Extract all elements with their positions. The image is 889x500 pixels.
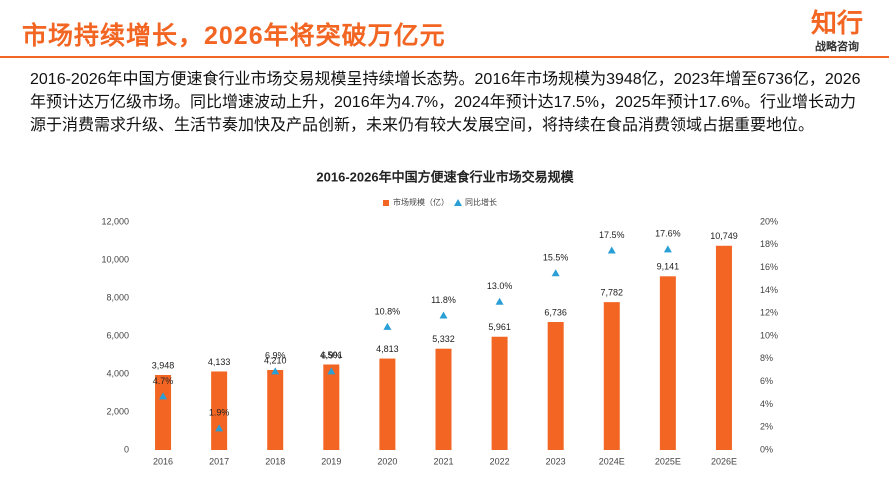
y-tick-label: 2,000 — [106, 406, 129, 416]
growth-value-label: 4.7% — [153, 376, 174, 386]
header-rule — [0, 56, 889, 58]
growth-marker — [159, 392, 168, 400]
bar-value-label: 4,813 — [376, 344, 399, 354]
y2-tick-label: 8% — [760, 353, 773, 363]
growth-marker — [439, 311, 448, 319]
y-tick-label: 0 — [124, 444, 129, 454]
x-tick-label: 2022 — [490, 456, 510, 466]
bar-value-label: 7,782 — [601, 288, 624, 298]
growth-marker — [551, 269, 560, 277]
growth-marker — [383, 322, 392, 330]
bar-value-label: 6,736 — [544, 307, 567, 317]
logo: 知行 战略咨询 — [811, 8, 863, 54]
bar-value-label: 4,501 — [320, 350, 343, 360]
y2-tick-label: 4% — [760, 399, 773, 409]
bar — [155, 374, 172, 450]
bar — [379, 358, 396, 450]
x-tick-label: 2020 — [377, 456, 397, 466]
legend-label: 同比增长 — [465, 197, 497, 207]
growth-value-label: 10.8% — [375, 306, 401, 316]
y2-tick-label: 12% — [760, 308, 778, 318]
growth-marker — [607, 246, 616, 254]
bar — [211, 371, 228, 450]
growth-value-label: 13.0% — [487, 281, 513, 291]
y-tick-label: 8,000 — [106, 292, 129, 302]
bar-value-label: 5,961 — [488, 322, 511, 332]
y2-tick-label: 14% — [760, 285, 778, 295]
slide-title: 市场持续增长，2026年将突破万亿元 — [22, 22, 446, 50]
y2-tick-label: 16% — [760, 262, 778, 272]
bar — [323, 364, 340, 450]
bar — [715, 245, 732, 450]
chart-title: 2016-2026年中国方便速食行业市场交易规模 — [316, 169, 574, 184]
bar — [659, 276, 676, 450]
growth-value-label: 6.9% — [265, 351, 286, 361]
growth-marker — [327, 367, 336, 375]
y2-tick-label: 18% — [760, 239, 778, 249]
bar-value-label: 3,948 — [152, 360, 175, 370]
legend-label: 市场规模（亿） — [393, 197, 449, 207]
bar — [435, 348, 452, 450]
bar — [267, 370, 284, 450]
legend-swatch — [383, 200, 389, 206]
x-tick-label: 2017 — [209, 456, 229, 466]
paragraph: 2016-2026年中国方便速食行业市场交易规模呈持续增长态势。2016年市场规… — [30, 71, 861, 134]
y2-tick-label: 6% — [760, 376, 773, 386]
y2-tick-label: 0% — [760, 444, 773, 454]
logo-subtext: 战略咨询 — [814, 41, 859, 53]
y-tick-label: 6,000 — [106, 330, 129, 340]
y-tick-label: 10,000 — [101, 254, 129, 264]
growth-marker — [271, 367, 280, 375]
x-tick-label: 2026E — [711, 456, 737, 466]
x-tick-label: 2021 — [433, 456, 453, 466]
growth-value-label: 1.9% — [209, 408, 230, 418]
growth-value-label: 6.9% — [321, 351, 342, 361]
bar-value-label: 5,332 — [432, 334, 455, 344]
y2-tick-label: 20% — [760, 216, 778, 226]
growth-marker — [495, 297, 504, 305]
growth-value-label: 17.5% — [599, 230, 625, 240]
bar — [547, 322, 564, 450]
bar — [491, 336, 508, 450]
growth-value-label: 11.8% — [431, 295, 456, 305]
x-tick-label: 2018 — [265, 456, 285, 466]
x-tick-label: 2025E — [655, 456, 681, 466]
x-tick-label: 2024E — [599, 456, 625, 466]
logo-text: 知行 — [810, 8, 863, 38]
y2-tick-label: 2% — [760, 422, 773, 432]
bar-value-label: 4,210 — [264, 355, 287, 365]
x-tick-label: 2016 — [153, 456, 173, 466]
y-tick-label: 4,000 — [106, 368, 129, 378]
growth-marker — [663, 245, 672, 253]
x-tick-label: 2019 — [321, 456, 341, 466]
legend-swatch — [454, 199, 462, 206]
growth-value-label: 17.6% — [655, 229, 681, 239]
x-tick-label: 2023 — [546, 456, 566, 466]
bar-value-label: 9,141 — [657, 262, 680, 272]
y2-tick-label: 10% — [760, 330, 778, 340]
bar-value-label: 10,749 — [710, 231, 738, 241]
bar-value-label: 4,133 — [208, 357, 231, 367]
bar — [603, 302, 620, 450]
growth-marker — [215, 424, 224, 432]
y-tick-label: 12,000 — [101, 216, 129, 226]
growth-value-label: 15.5% — [543, 253, 569, 263]
